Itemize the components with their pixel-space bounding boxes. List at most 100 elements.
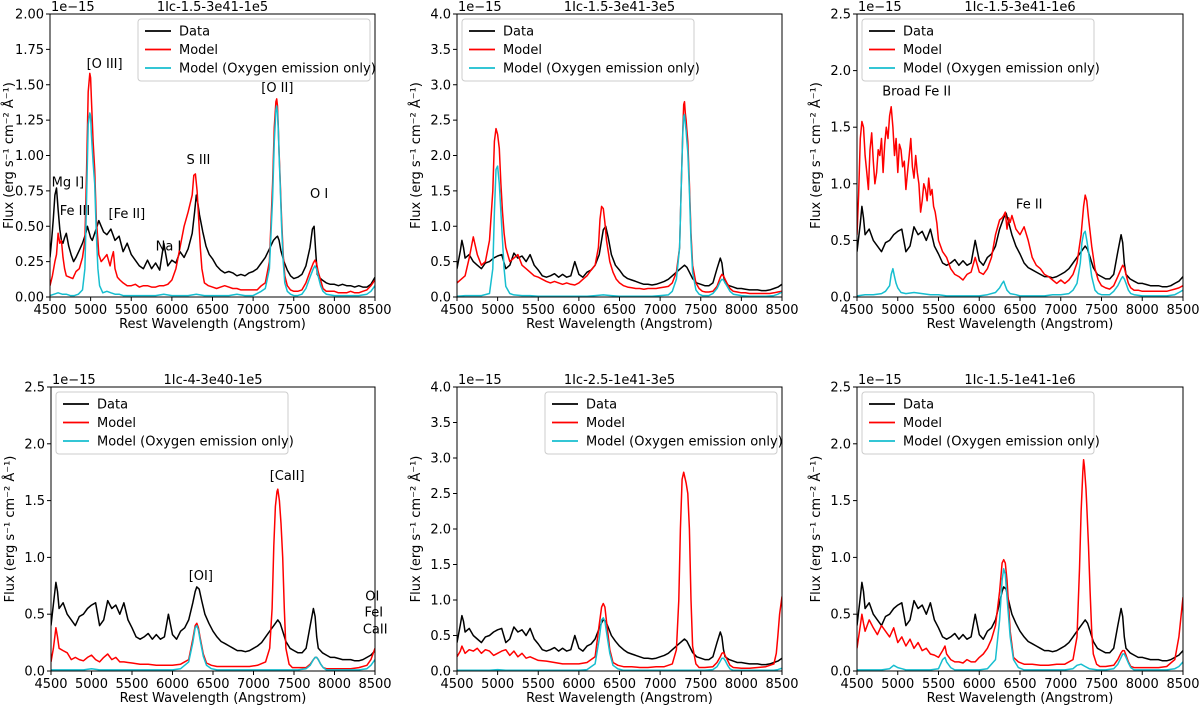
y-tick-label: 4.0 [430, 8, 451, 23]
chart-title: 1Ic-1.5-3e41-1e6 [964, 0, 1075, 15]
y-tick-label: 0.5 [24, 608, 45, 623]
y-tick-label: 0.5 [830, 608, 851, 623]
x-tick-label: 5000 [881, 677, 914, 692]
legend-box [861, 18, 1095, 82]
legend-label-model: Model [503, 43, 542, 58]
legend-label-data: Data [503, 25, 534, 40]
series-line-oxygen [457, 617, 782, 671]
y-axis-label: Flux (erg s⁻¹ cm⁻² Å⁻¹) [2, 456, 18, 603]
y-tick-label: 0.25 [15, 255, 44, 270]
legend-label-oxygen: Model (Oxygen emission only) [179, 62, 376, 77]
legend-label-model: Model [586, 416, 625, 431]
series-line-model [857, 458, 1183, 669]
y-tick-label: 2.0 [24, 437, 45, 452]
y-tick-label: 1.25 [15, 114, 44, 129]
y-offset-text: 1e−15 [858, 373, 902, 388]
x-tick-label: 4500 [840, 303, 873, 318]
series-line-model [50, 72, 375, 294]
y-offset-text: 1e−15 [458, 0, 502, 15]
chart-title: 1Ic-1.5-3e41-1e5 [157, 0, 268, 15]
x-tick-label: 5000 [481, 303, 514, 318]
y-tick-label: 0.0 [430, 291, 451, 306]
legend-label-oxygen: Model (Oxygen emission only) [586, 435, 783, 450]
x-tick-label: 5500 [522, 677, 555, 692]
legend-box [55, 391, 289, 455]
x-tick-label: 8000 [725, 303, 758, 318]
line-annotation: CaII [363, 623, 388, 638]
chart-title: 1Ic-1.5-3e41-3e5 [564, 0, 675, 15]
x-tick-label: 8500 [765, 303, 798, 318]
line-annotation: [O III] [87, 57, 123, 72]
x-tick-label: 7500 [1085, 677, 1118, 692]
y-tick-label: 1.5 [830, 121, 851, 136]
x-tick-label: 4500 [440, 303, 473, 318]
line-annotation: Mg I] [52, 176, 85, 191]
y-axis-label: Flux (erg s⁻¹ cm⁻² Å⁻¹) [808, 456, 824, 603]
series-group [51, 488, 375, 671]
x-tick-label: 8000 [1126, 677, 1159, 692]
legend-label-model: Model [903, 416, 942, 431]
x-tick-label: 5500 [522, 303, 555, 318]
y-tick-label: 2.0 [430, 149, 451, 164]
chart-panel-2: 4500 5000 5500 6000 6500 7000 7500 8000 8500 0.0 0… [408, 0, 799, 332]
x-tick-label: 6000 [156, 677, 189, 692]
y-tick-label: 1.5 [430, 558, 451, 573]
x-tick-label: 8000 [318, 303, 351, 318]
legend-box [861, 391, 1095, 455]
legend-label-oxygen: Model (Oxygen emission only) [903, 435, 1100, 450]
x-tick-label: 8500 [1166, 677, 1199, 692]
line-annotation: [CaII] [270, 469, 305, 484]
y-axis-label: Flux (erg s⁻¹ cm⁻² Å⁻¹) [808, 82, 824, 229]
x-tick-label: 5000 [74, 303, 107, 318]
series-line-data [457, 614, 782, 666]
y-tick-label: 1.75 [15, 43, 44, 58]
x-tick-label: 7000 [1044, 677, 1077, 692]
series-group [457, 471, 782, 671]
legend-label-model: Model [179, 43, 218, 58]
y-tick-label: 0.0 [830, 665, 851, 680]
series-group [857, 458, 1183, 671]
legend-label-data: Data [179, 25, 210, 40]
y-tick-label: 1.00 [15, 149, 44, 164]
x-tick-label: 6000 [963, 303, 996, 318]
x-tick-label: 8500 [358, 303, 391, 318]
chart-panel-3: 4500 5000 5500 6000 6500 7000 7500 8000 8500 0.0 0… [808, 0, 1200, 332]
x-tick-label: 7500 [1085, 303, 1118, 318]
series-line-model [457, 100, 782, 295]
x-tick-label: 7500 [277, 677, 310, 692]
x-tick-label: 4500 [33, 303, 66, 318]
line-annotation: [O II] [261, 81, 293, 96]
legend-box [461, 18, 695, 82]
y-tick-label: 0.5 [430, 255, 451, 270]
x-tick-label: 8000 [1126, 303, 1159, 318]
y-tick-label: 0.0 [24, 665, 45, 680]
series-line-data [51, 581, 375, 662]
series-line-model [457, 471, 782, 669]
y-tick-label: 2.5 [430, 114, 451, 129]
y-offset-text: 1e−15 [51, 0, 95, 15]
x-axis-label: Rest Wavelength (Angstrom) [120, 691, 307, 706]
y-tick-label: 1.5 [830, 494, 851, 509]
y-tick-label: 0.5 [830, 234, 851, 249]
y-tick-label: 2.5 [430, 487, 451, 502]
legend-box [544, 391, 778, 455]
x-tick-label: 5500 [115, 303, 148, 318]
chart-panel-4: 4500 5000 5500 6000 6500 7000 7500 8000 8500 0.0 0… [2, 373, 392, 706]
chart-title: 1Ic-1.5-1e41-1e6 [964, 373, 1075, 388]
legend-box [137, 18, 371, 82]
y-tick-label: 1.0 [24, 551, 45, 566]
line-annotation: [Fe II] [109, 207, 146, 222]
chart-panel-5: 4500 5000 5500 6000 6500 7000 7500 8000 8500 0.0 0… [408, 373, 799, 706]
x-tick-label: 8000 [318, 677, 351, 692]
y-tick-label: 2.5 [830, 8, 851, 23]
x-axis-label: Rest Wavelength (Angstrom) [927, 317, 1114, 332]
x-tick-label: 8500 [1166, 303, 1199, 318]
legend: Data Model Model (Oxygen emission only) [137, 18, 376, 82]
y-offset-text: 1e−15 [858, 0, 902, 15]
y-tick-label: 2.5 [830, 381, 851, 396]
series-line-data [857, 205, 1183, 288]
series-line-oxygen [457, 113, 782, 297]
chart-title: 1Ic-4-3e40-1e5 [164, 373, 263, 388]
y-tick-label: 1.0 [830, 551, 851, 566]
x-tick-label: 7500 [277, 303, 310, 318]
